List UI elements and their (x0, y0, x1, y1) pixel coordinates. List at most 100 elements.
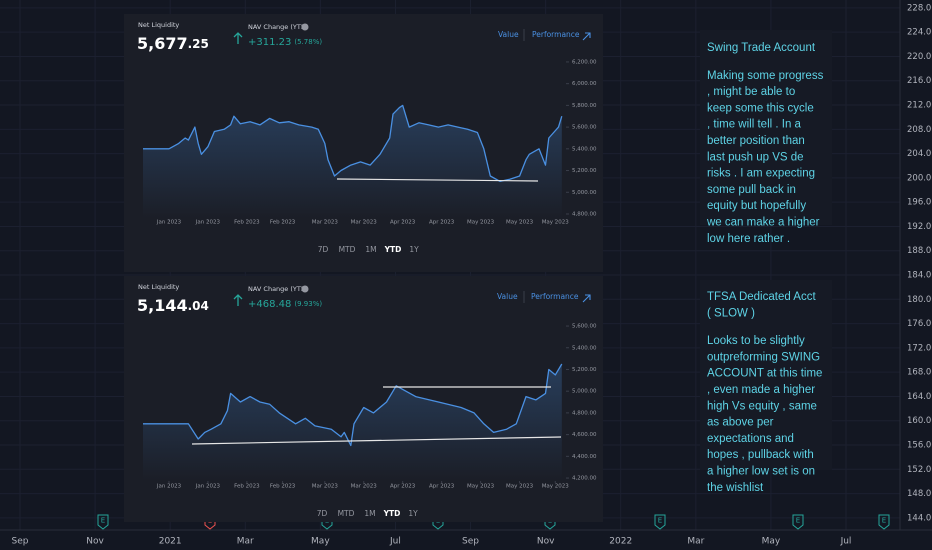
y-tick-label: 5,800.00 (572, 103, 597, 109)
area (143, 364, 562, 480)
x-tick-label: Jan 2023 (156, 220, 182, 226)
earnings-marker (878, 514, 890, 530)
nav-change-pct: (9.93%) (294, 300, 322, 308)
label: NAV Change (YTD) (248, 23, 308, 31)
x-tick-label: Feb 2023 (270, 484, 296, 490)
note-line: as above per (707, 417, 774, 429)
y-tick-label: 5,000.00 (572, 389, 597, 395)
up-arrow (233, 32, 243, 44)
y-tick-label: 5,600.00 (572, 125, 597, 131)
range-button[interactable]: MTD (339, 245, 356, 254)
note-line: , might be able to (707, 86, 795, 98)
x-tick-label: Jan 2023 (195, 220, 221, 226)
y-tick-label: 4,600.00 (572, 432, 597, 438)
label: Net Liquidity (138, 283, 179, 291)
x-tick-label: 2022 (609, 537, 632, 547)
range-button[interactable]: MTD (338, 509, 355, 518)
value-integer: 5,677 (137, 34, 188, 53)
x-tick-label: Jul (840, 537, 852, 547)
note-line: ACCOUNT at this time (707, 368, 822, 380)
x-tick-label: Mar 2023 (351, 484, 378, 490)
y-tick-label: 212.00 (907, 101, 932, 111)
y-tick-label: 6,000.00 (572, 81, 597, 87)
trend-line (336, 178, 539, 182)
y-tick-label: 168.00 (907, 368, 932, 378)
up-arrow (233, 294, 243, 306)
note-line: last push up VS de (707, 151, 804, 163)
range-button[interactable]: 1M (365, 245, 376, 254)
note-line: keep some this cycle (707, 102, 814, 114)
info-icon (301, 23, 309, 31)
earnings-label: E (101, 517, 105, 525)
line (143, 363, 563, 447)
range-button[interactable]: 7D (318, 245, 329, 254)
y-tick-label: 228.00 (907, 3, 932, 13)
x-tick-label: Nov (537, 537, 555, 547)
range-button[interactable]: 7D (317, 509, 328, 518)
note-line: Making some progress (707, 70, 824, 82)
tab[interactable]: Performance (532, 30, 580, 39)
x-tick-label: Apr 2023 (390, 484, 416, 490)
y-tick-label: 216.00 (907, 76, 932, 86)
x-tick-label: Apr 2023 (390, 220, 416, 226)
note-box (700, 280, 832, 470)
x-tick-label: Apr 2023 (429, 484, 455, 490)
x-tick-label: May 2023 (506, 220, 534, 226)
range-button[interactable]: YTD (384, 245, 402, 254)
y-tick-label: 152.00 (907, 465, 932, 475)
y-tick-label: 5,200.00 (572, 168, 597, 174)
x-tick-label: May 2023 (467, 484, 495, 490)
x-tick-label: Mar 2023 (312, 484, 339, 490)
y-tick-label: 6,200.00 (572, 59, 597, 65)
y-tick-label: 220.00 (907, 52, 932, 62)
note-line: hopes , pullback with (707, 449, 814, 461)
y-tick-label: 164.00 (907, 392, 932, 402)
y-tick-label: 184.00 (907, 271, 932, 281)
note-line: better position than (707, 135, 805, 147)
range-button[interactable]: 1Y (409, 245, 419, 254)
y-tick-label: 196.00 (907, 198, 932, 208)
nav-change: +311.23 (5.78%) (248, 37, 322, 48)
y-tick-label: 224.00 (907, 28, 932, 38)
nav-change-pct: (5.78%) (294, 38, 322, 46)
y-tick-label: 144.00 (907, 513, 932, 523)
x-tick-label: Jul (389, 537, 401, 547)
note-box (700, 30, 832, 225)
earnings-marker (97, 514, 109, 530)
x-tick-label: Mar 2023 (312, 220, 339, 226)
tab[interactable]: Value (498, 30, 519, 39)
x-tick-label: May 2023 (467, 220, 495, 226)
trend-line (191, 436, 562, 445)
area (143, 105, 562, 218)
range-button[interactable]: YTD (383, 509, 401, 518)
range-button[interactable]: 1Y (408, 509, 418, 518)
note-line: high Vs equity , same (707, 400, 817, 412)
label: NAV Change (YTD) (248, 285, 308, 293)
earnings-marker (654, 514, 666, 530)
info-icon (301, 285, 309, 293)
y-tick-label: 188.00 (907, 246, 932, 256)
earnings-label: E (882, 517, 886, 525)
tab[interactable]: Value (497, 292, 518, 301)
y-tick-label: 176.00 (907, 319, 932, 329)
y-tick-label: 148.00 (907, 489, 932, 499)
tab[interactable]: Performance (531, 292, 579, 301)
x-tick-label: Jan 2023 (195, 484, 221, 490)
x-tick-label: Nov (86, 537, 104, 547)
range-button[interactable]: 1M (364, 509, 375, 518)
y-tick-label: 5,000.00 (572, 190, 597, 196)
y-tick-label: 5,400.00 (572, 345, 597, 351)
note-line: risks . I am expecting (707, 168, 815, 180)
y-tick-label: 5,400.00 (572, 146, 597, 152)
note-line: outpreforming SWING (707, 351, 820, 363)
note-line: low here rather . (707, 233, 790, 245)
y-tick-label: 5,200.00 (572, 367, 597, 373)
nav-change-value: +311.23 (248, 37, 291, 48)
panels: Net Liquidity 5,677.25 NAV Change (YTD) +31… (137, 21, 597, 518)
x-tick-label: May 2023 (542, 220, 570, 226)
external-link-icon (582, 32, 591, 41)
earnings-marker (792, 514, 804, 530)
y-tick-label: 172.00 (907, 343, 932, 353)
external-link-icon (582, 294, 591, 303)
